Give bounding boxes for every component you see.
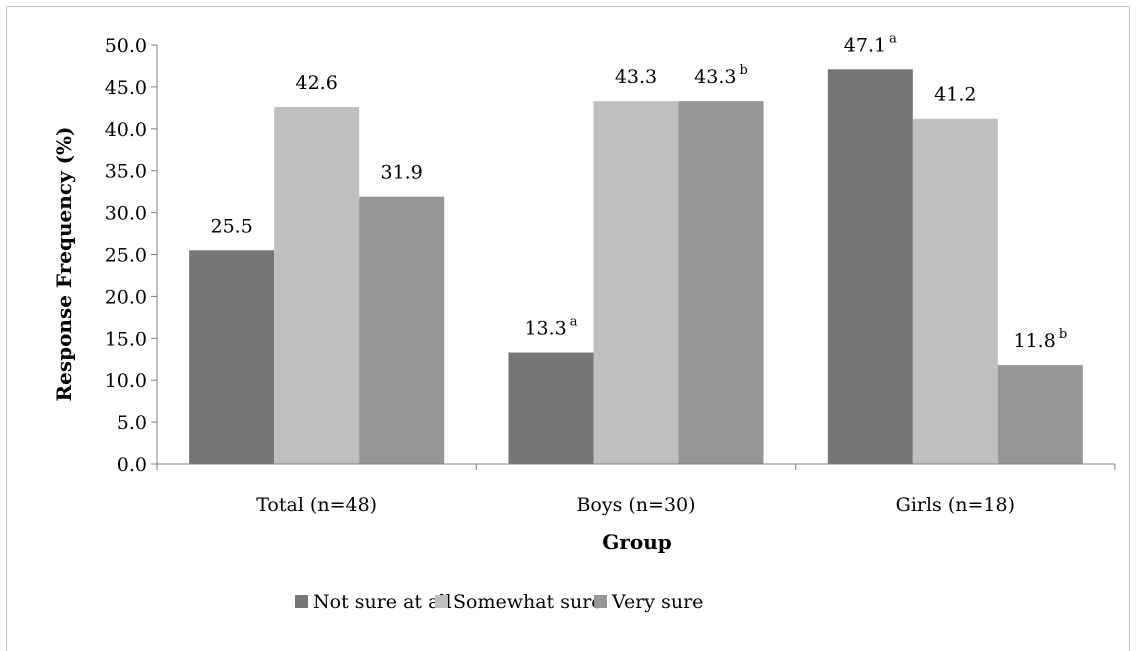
bar-not-sure-at-all	[827, 69, 913, 464]
x-category-label: Boys (n=30)	[576, 494, 695, 516]
y-tick-label: 40.0	[105, 119, 147, 141]
data-label: 42.6	[296, 72, 338, 94]
x-category-label: Total (n=48)	[256, 494, 377, 516]
bar-somewhat-sure	[274, 107, 360, 465]
bar-not-sure-at-all	[508, 352, 594, 464]
y-tick-label: 35.0	[105, 161, 147, 183]
x-axis-categories: Total (n=48) Boys (n=30) Girls (n=18)	[256, 494, 1015, 516]
data-label: 13.3 a	[524, 315, 577, 340]
legend-label: Somewhat sure	[453, 591, 603, 613]
y-tick-label: 30.0	[105, 203, 147, 225]
data-label: 31.9	[381, 162, 423, 184]
significance-superscript: a	[570, 315, 578, 330]
y-tick-label: 25.0	[105, 245, 147, 267]
y-tick-label: 5.0	[117, 412, 147, 434]
x-category-label: Girls (n=18)	[896, 494, 1015, 516]
data-label: 25.5	[211, 215, 253, 237]
data-labels: 25.5 42.6 31.9 13.3 a 43.3 43.3 b 47.1 a 41.2 11.8 b	[211, 31, 1068, 352]
data-label: 11.8 b	[1014, 327, 1068, 352]
significance-superscript: b	[1059, 327, 1067, 342]
bar-somewhat-sure	[593, 101, 679, 465]
y-axis-title: Response Frequency (%)	[52, 126, 76, 401]
y-tick-label: 20.0	[105, 286, 147, 308]
bars	[189, 69, 1083, 465]
data-label: 43.3 b	[694, 63, 748, 88]
legend-swatch	[295, 595, 308, 608]
x-axis-title: Group	[602, 530, 671, 554]
bar-not-sure-at-all	[189, 250, 275, 464]
y-axis-ticks: 0.0 5.0 10.0 15.0 20.0 25.0 30.0 35.0 40.0 45.0 50…	[105, 35, 157, 476]
legend: Not sure at all Somewhat sure Very sure	[295, 591, 703, 613]
y-tick-label: 45.0	[105, 77, 147, 99]
legend-swatch	[594, 595, 607, 608]
legend-swatch	[435, 595, 448, 608]
y-tick-label: 10.0	[105, 370, 147, 392]
axes	[156, 45, 1116, 470]
y-tick-label: 15.0	[105, 328, 147, 350]
significance-superscript: a	[889, 31, 897, 46]
y-tick-label: 0.0	[117, 454, 147, 476]
legend-label: Not sure at all	[313, 591, 452, 613]
y-tick-label: 50.0	[105, 35, 147, 57]
bar-very-sure	[678, 101, 764, 465]
bar-very-sure	[359, 196, 445, 465]
legend-label: Very sure	[611, 591, 703, 613]
chart-container: 0.0 5.0 10.0 15.0 20.0 25.0 30.0 35.0 40.0 45.0 50…	[6, 6, 1130, 651]
data-label: 47.1 a	[844, 31, 897, 56]
bar-very-sure	[997, 365, 1083, 464]
significance-superscript: b	[739, 63, 747, 78]
bar-somewhat-sure	[912, 118, 998, 464]
data-label: 41.2	[934, 84, 976, 106]
bar-chart: 0.0 5.0 10.0 15.0 20.0 25.0 30.0 35.0 40.0 45.0 50…	[52, 31, 1116, 613]
data-label: 43.3	[615, 66, 657, 88]
